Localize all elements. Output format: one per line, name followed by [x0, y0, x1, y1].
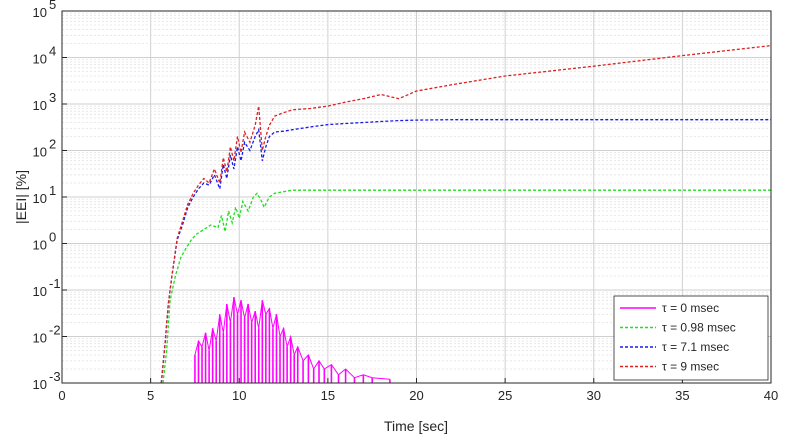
series-line-3 [160, 44, 772, 384]
series-line-0 [194, 297, 390, 380]
y-axis-label: |EEI| [%] [13, 170, 29, 224]
x-tick-label: 5 [147, 388, 154, 403]
y-tick-exponent: -1 [49, 276, 61, 291]
legend-label-0: τ = 0 msec [662, 301, 719, 315]
legend-label-2: τ = 7.1 msec [662, 340, 729, 354]
y-tick-exponent: -2 [49, 323, 61, 338]
y-tick-exponent: 1 [49, 183, 56, 198]
x-tick-label: 25 [498, 388, 512, 403]
y-tick-label: 10 [33, 238, 47, 253]
y-tick-label: 10 [33, 52, 47, 67]
x-tick-label: 35 [675, 388, 689, 403]
y-tick-exponent: 5 [49, 0, 56, 12]
x-tick-label: 30 [587, 388, 601, 403]
y-tick-exponent: 3 [49, 90, 56, 105]
x-tick-label: 40 [764, 388, 778, 403]
y-tick-exponent: 4 [49, 44, 56, 59]
y-tick-label: 10 [33, 377, 47, 392]
y-tick-label: 10 [33, 5, 47, 20]
x-tick-label: 15 [321, 388, 335, 403]
y-tick-exponent: -3 [49, 369, 61, 384]
y-tick-label: 10 [33, 145, 47, 160]
y-tick-label: 10 [33, 191, 47, 206]
legend-label-3: τ = 9 msec [662, 360, 719, 374]
y-tick-label: 10 [33, 98, 47, 113]
x-tick-label: 10 [232, 388, 246, 403]
legend-box [613, 295, 769, 381]
series-line-1 [162, 189, 771, 384]
x-tick-label: 20 [409, 388, 423, 403]
x-tick-label: 0 [58, 388, 65, 403]
series-line-2 [160, 119, 771, 384]
legend-label-1: τ = 0.98 msec [662, 321, 736, 335]
y-tick-exponent: 0 [49, 230, 56, 245]
y-tick-label: 10 [33, 331, 47, 346]
legend: τ = 0 msec τ = 0.98 msec τ = 7.1 msec τ = 9… [613, 295, 769, 381]
y-tick-label: 10 [33, 284, 47, 299]
x-axis-label: Time [sec] [384, 418, 448, 434]
series-layer [160, 44, 772, 384]
x-tick-labels: 0 5 10 15 20 25 30 35 40 [58, 378, 778, 403]
y-tick-exponent: 2 [49, 137, 56, 152]
